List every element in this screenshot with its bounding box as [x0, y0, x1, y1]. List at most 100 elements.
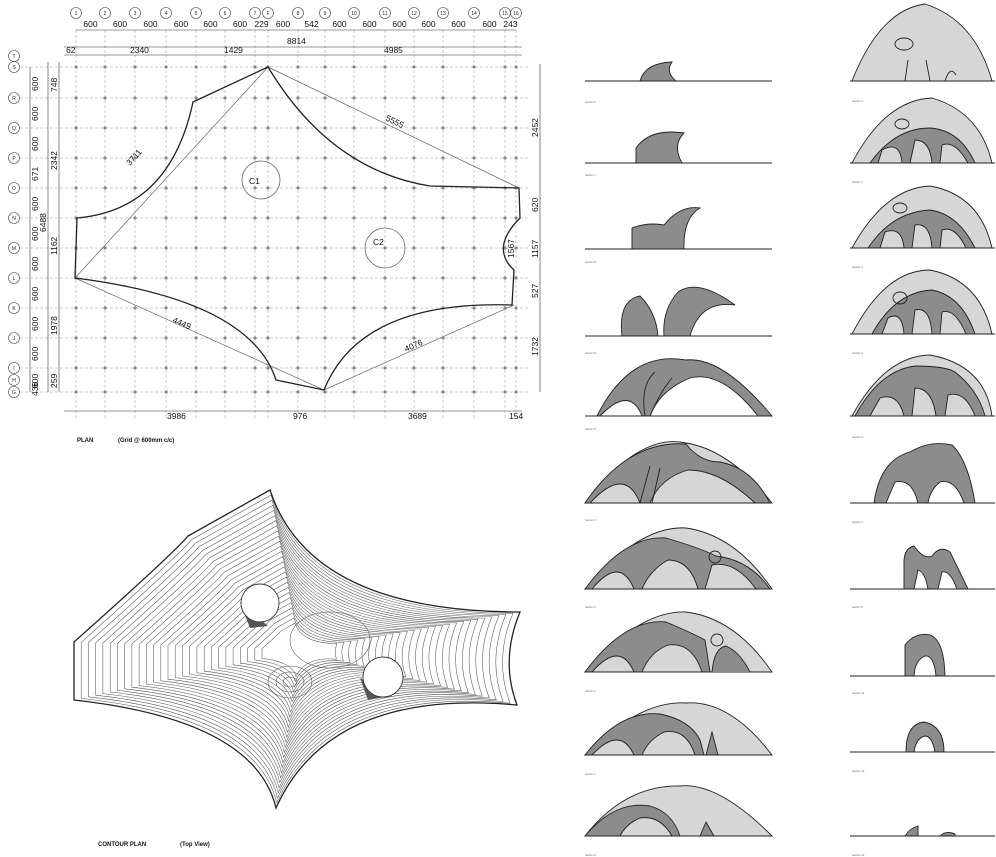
dim-1429: 1429 [224, 45, 243, 55]
section-label: Section 1 [852, 99, 863, 103]
grid-node [352, 306, 356, 310]
section-label: Section 5 [585, 427, 596, 431]
contour-summit-ring [267, 665, 313, 699]
grid-node [194, 216, 198, 220]
grid-node [514, 96, 518, 100]
grid-node [412, 246, 416, 250]
grid-node [323, 186, 327, 190]
grid-node [253, 96, 257, 100]
section-label: Section 11 [852, 691, 865, 695]
dim-527: 527 [530, 284, 540, 298]
grid-node [133, 246, 137, 250]
grid-node [103, 276, 107, 280]
column-bubble [292, 7, 304, 19]
row-bubble [8, 92, 20, 104]
column-bubble-label: 10 [351, 11, 357, 17]
grid-node [164, 366, 168, 370]
section-label: Section 2 [852, 180, 863, 184]
dim-diag-4076: 4076 [403, 337, 425, 354]
grid-node [223, 96, 227, 100]
section-label: Section 4 [852, 351, 863, 355]
grid-node [194, 336, 198, 340]
section-left-7: Section 3 [584, 527, 773, 609]
grid-node [194, 276, 198, 280]
grid-node [323, 126, 327, 130]
column-bubble [129, 7, 141, 19]
grid-node [472, 65, 476, 69]
grid-node [472, 126, 476, 130]
grid-node [323, 216, 327, 220]
column-bubble-label: 4 [165, 11, 168, 17]
column-bubble [190, 7, 202, 19]
top-grid-dim: 600 [421, 19, 435, 29]
grid-node [103, 96, 107, 100]
grid-node [266, 156, 270, 160]
grid-node [253, 306, 257, 310]
contour-summit-ring [275, 671, 305, 693]
grid-node [323, 336, 327, 340]
grid-node [472, 366, 476, 370]
row-bubble-label: I [13, 366, 14, 372]
contour-summit-ring [289, 611, 371, 669]
grid-node [472, 96, 476, 100]
grid-node [74, 126, 78, 130]
contour-lines [80, 494, 514, 804]
grid-node [441, 246, 445, 250]
section-label: Section 6 [852, 435, 863, 439]
left-grid-dim: 600 [30, 374, 40, 388]
dim-1732: 1732 [530, 337, 540, 356]
dim-2342: 2342 [49, 151, 59, 170]
dim-6488: 6488 [38, 213, 48, 232]
section-left-8: Section 2 [583, 611, 773, 693]
grid-node [253, 216, 257, 220]
grid-node [412, 65, 416, 69]
section-left-6: Section 4 [584, 441, 773, 522]
grid-node [352, 336, 356, 340]
grid-node [412, 366, 416, 370]
grid-node [223, 336, 227, 340]
top-grid-dim: 600 [451, 19, 465, 29]
contour-line [174, 561, 422, 739]
top-grid-dim: 542 [304, 19, 318, 29]
grid-node [514, 366, 518, 370]
dim-3689: 3689 [408, 411, 427, 421]
contour-caption: CONTOUR PLAN [98, 842, 146, 848]
section-right-5: Section 6 [850, 354, 995, 439]
section-right-9: Section 12 [850, 721, 995, 773]
grid-node [296, 216, 300, 220]
grid-node [441, 126, 445, 130]
row-bubble [8, 332, 20, 344]
grid-node [74, 366, 78, 370]
top-grid-dim: 600 [113, 19, 127, 29]
section-label: Section 8 [852, 605, 863, 609]
grid-node [296, 306, 300, 310]
grid-node [323, 390, 327, 394]
column-bubble [99, 7, 111, 19]
dim-3986: 3986 [167, 411, 186, 421]
grid-node [164, 216, 168, 220]
section-label: Section 9 [585, 351, 596, 355]
grid-node [383, 276, 387, 280]
grid-node [133, 96, 137, 100]
row-bubble [8, 374, 20, 386]
row-bubble-label: G [12, 390, 16, 396]
grid-node [441, 65, 445, 69]
grid-node [441, 366, 445, 370]
column-c2-label: C2 [373, 237, 384, 247]
top-grid-dim: 600 [203, 19, 217, 29]
grid-node [223, 366, 227, 370]
grid-node [194, 126, 198, 130]
row-bubble [8, 302, 20, 314]
grid-node [133, 186, 137, 190]
grid-node [296, 390, 300, 394]
contour-line [131, 530, 465, 769]
left-grid-dim: 600 [30, 257, 40, 271]
column-bubble [249, 7, 261, 19]
column-bubble [408, 7, 420, 19]
row-bubble-label: S [12, 65, 16, 71]
row-bubble [8, 242, 20, 254]
contour-summit-ring [282, 676, 298, 688]
grid-node [253, 156, 257, 160]
grid-node [253, 366, 257, 370]
